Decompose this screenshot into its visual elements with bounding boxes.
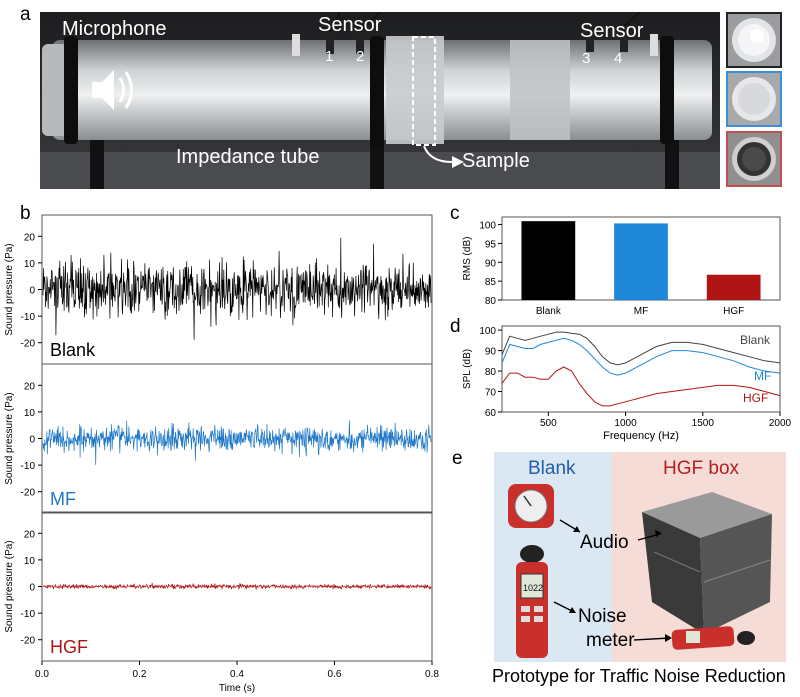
prototype-hgf-label: HGF box [663,458,740,479]
chart-c-rms: 100 95 90 85 80 RMS (dB) Blank MF HGF [462,216,781,317]
y-tick-label: -20 [21,636,36,647]
microphone-label: Microphone [62,18,167,40]
x-tick-label: 0.2 [133,669,147,680]
impedance-tube-photo [40,12,720,189]
y-tick-label: 0 [29,286,35,297]
series-label-hgf: HGF [50,637,88,657]
prototype-audio-label: Audio [580,532,629,553]
series-label-mf: MF [754,369,771,383]
x-tick-label: 0.8 [425,669,439,680]
x-tick-label: 0.0 [35,669,49,680]
impedance-tube-label: Impedance tube [176,146,320,168]
y-tick-label: 10 [24,259,36,270]
x-tick-label: 0.6 [328,669,342,680]
plot-frame [501,325,781,413]
bar-mf [614,223,668,300]
noise-meter-inside-icon [671,626,755,650]
waveform-hgf [42,582,432,591]
x-tick-label: Blank [536,306,562,317]
waveform-mf [42,420,432,465]
sensor-1-label: 1 [325,48,334,65]
y-tick-label: 20 [24,232,36,243]
audio-device-icon [508,484,554,528]
panel-label-c: c [450,203,460,224]
prototype-caption: Prototype for Traffic Noise Reduction [492,666,786,686]
panel-label-e: e [452,448,463,469]
series-label-blank: Blank [740,333,771,347]
meter-reading: 1022 [523,583,543,593]
speaker-icon [92,70,133,110]
y-tick-label: -10 [21,461,36,472]
hgf-box-cube [642,492,772,634]
y-tick-label: -10 [21,609,36,620]
prototype-blank-label: Blank [528,458,576,479]
y-tick-label: 100 [479,326,496,337]
y-tick-label: 95 [485,239,497,250]
series-label-hgf: HGF [743,391,768,405]
y-tick-label: 85 [485,277,497,288]
y-tick-label: 20 [24,381,36,392]
y-axis-label: Sound pressure (Pa) [4,540,15,632]
y-tick-label: -20 [21,488,36,499]
chart-d-spl: 100 90 80 70 60 500 1000 1500 2000 Frequency (Hz)… [462,325,792,442]
bar-hgf [706,274,761,300]
panel-label-a: a [20,4,31,25]
y-tick-label: -10 [21,312,36,323]
sensor-3-label: 3 [582,50,591,67]
series-label-mf: MF [50,489,76,509]
series-label-blank: Blank [50,340,96,360]
x-tick-label: 500 [540,418,557,429]
sensor-4-label: 4 [614,50,623,67]
y-tick-label: 10 [24,556,36,567]
y-tick-label: 60 [485,408,497,419]
y-tick-label: 90 [485,258,497,269]
curve-blank [501,331,781,366]
sensor-left-label: Sensor [318,14,382,36]
y-tick-label: 80 [485,367,497,378]
sensor-2-label: 2 [356,48,365,65]
y-tick-label: 0 [29,435,35,446]
x-tick-label: 0.4 [230,669,244,680]
y-axis-label: Sound pressure (Pa) [4,392,15,484]
prototype-illustration: 1022 [494,452,786,662]
waveform-blank [42,237,432,340]
prototype-meter-label: meter [586,630,635,651]
y-tick-label: 100 [479,221,496,232]
y-tick-label: 10 [24,408,36,419]
y-tick-label: -20 [21,339,36,350]
x-axis-label: Frequency (Hz) [603,430,679,442]
y-axis-label: RMS (dB) [462,237,473,281]
sample-thumbnails [726,12,782,187]
y-tick-label: 20 [24,529,36,540]
y-tick-label: 0 [29,583,35,594]
sample-box [412,36,436,146]
prototype-noise-label: Noise [578,606,627,627]
bar-blank [521,221,576,300]
curve-hgf [501,366,781,407]
x-axis-label: Time (s) [219,683,255,694]
panel-label-d: d [450,316,461,337]
y-tick-label: 80 [485,296,497,307]
y-axis-label: Sound pressure (Pa) [4,243,15,335]
x-tick-label: 2000 [769,418,792,429]
x-tick-label: 1000 [614,418,637,429]
x-tick-label: HGF [723,306,744,317]
y-axis-label: SPL (dB) [462,349,473,389]
panel-label-b: b [20,203,31,224]
sensor-right-label: Sensor [580,20,644,42]
noise-meter-icon: 1022 [516,545,548,658]
x-tick-label: MF [634,306,648,317]
curve-mf [501,337,781,376]
y-tick-label: 90 [485,347,497,358]
chart-b-sound-pressure: 20 10 0 -10 -20 Sound pressure (Pa) Blank 20 10 0… [4,214,439,694]
x-tick-label: 1500 [692,418,715,429]
y-tick-label: 70 [485,388,497,399]
sample-label: Sample [462,150,530,172]
